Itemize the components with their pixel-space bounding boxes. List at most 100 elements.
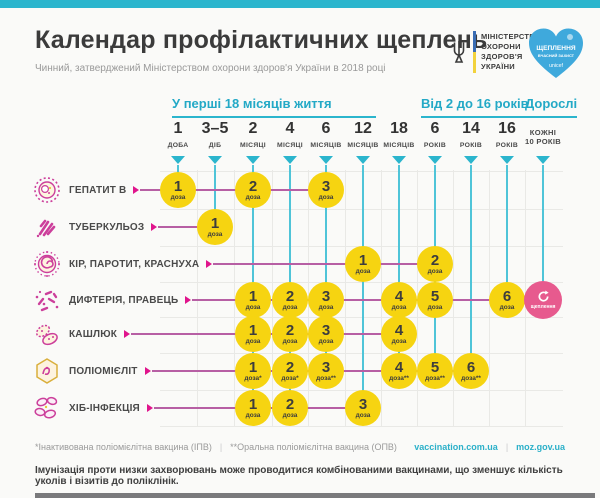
polio-virus-icon: [32, 356, 62, 386]
disease-name: КІР, ПАРОТИТ, КРАСНУХА: [69, 258, 200, 270]
disease-row-label: ХІБ-ІНФЕКЦІЯ: [32, 393, 153, 423]
column-age-unit: МІСЯЦІВ: [310, 142, 342, 149]
page-subtitle: Чинний, затверджений Міністерством охоро…: [35, 63, 386, 74]
disease-row-label: ДИФТЕРІЯ, ПРАВЕЦЬ: [32, 285, 192, 315]
column-arrow-down-icon: [283, 156, 297, 164]
dose-circle: 3 доза**: [308, 353, 344, 389]
column-age-unit: ДОБА: [167, 142, 189, 149]
row-arrow-icon: [133, 186, 140, 194]
bottom-cutoff-strip: [35, 493, 595, 498]
column-age-value: 12: [354, 120, 372, 137]
dose-circle: 1 доза*: [235, 353, 271, 389]
column-age-unit: МІСЯЦІВ: [383, 142, 415, 149]
column-age-unit: ДІБ: [208, 142, 222, 149]
column-arrow-down-icon: [171, 156, 185, 164]
dose-circle: 2 доза: [272, 282, 308, 318]
column-age-unit: МІСЯЦІ: [277, 142, 303, 149]
dose-connector-line: [158, 226, 215, 228]
vaccination-heart-badge: ЩЕПЛЕННЯ ВЧАСНИЙ ЗАХИСТ unicef: [526, 26, 586, 82]
row-arrow-icon: [144, 367, 151, 375]
dose-circle: 1 доза: [345, 246, 381, 282]
dose-circle: 1 доза: [235, 390, 271, 426]
dose-circle: 4 доза: [381, 282, 417, 318]
column-arrow-down-icon: [246, 156, 260, 164]
dose-circle: 2 доза*: [272, 353, 308, 389]
disease-name: ХІБ-ІНФЕКЦІЯ: [69, 402, 140, 414]
disease-row-label: ПОЛІОМІЄЛІТ: [32, 356, 151, 386]
timeline-vertical-line: [470, 165, 472, 371]
gridline-horizontal: [160, 209, 563, 210]
disease-row-label: КАШЛЮК: [32, 319, 131, 349]
hib-bacteria-icon: [32, 393, 62, 423]
column-age-value: 18: [390, 120, 408, 137]
gridline-horizontal: [160, 171, 563, 172]
disease-name: ТУБЕРКУЛЬОЗ: [69, 221, 145, 233]
gridline-vertical: [196, 170, 198, 427]
column-age-value: 16: [498, 120, 516, 137]
logo-divider: [473, 31, 476, 73]
disease-name: ГЕПАТИТ В: [69, 184, 127, 196]
disease-name: ПОЛІОМІЄЛІТ: [69, 365, 138, 377]
svg-text:ЩЕПЛЕННЯ: ЩЕПЛЕННЯ: [536, 45, 575, 52]
gridline-vertical: [234, 170, 235, 427]
dose-circle: 6 доза**: [453, 353, 489, 389]
row-arrow-icon: [151, 223, 158, 231]
dose-circle: 3 доза: [308, 316, 344, 352]
gridline-horizontal: [160, 317, 563, 318]
repeat-icon: [538, 290, 549, 302]
gridline-vertical: [453, 170, 454, 427]
column-age-unit: МІСЯЦІВ: [347, 142, 379, 149]
combined-vaccines-note: Імунізація проти низки захворювань може …: [35, 465, 563, 487]
dose-circle: 3 доза: [308, 172, 344, 208]
dose-circle: 1 доза: [160, 172, 196, 208]
column-arrow-down-icon: [208, 156, 222, 164]
heart-icon: ЩЕПЛЕННЯ ВЧАСНИЙ ЗАХИСТ unicef: [529, 28, 583, 78]
dose-circle: 1 доза: [235, 316, 271, 352]
row-arrow-icon: [206, 260, 213, 268]
dose-connector-line: [140, 189, 326, 191]
link-vaccination-site[interactable]: vaccination.com.ua: [414, 442, 498, 452]
disease-name: КАШЛЮК: [69, 328, 118, 340]
column-age-value: 6: [321, 120, 331, 137]
disease-row-label: КІР, ПАРОТИТ, КРАСНУХА: [32, 249, 213, 279]
gridline-vertical: [344, 170, 346, 427]
timeline-vertical-line: [325, 165, 327, 371]
column-age-unit: КОЖНІ 10 РОКІВ: [524, 128, 562, 146]
link-moz-site[interactable]: moz.gov.ua: [516, 442, 565, 452]
pertussis-bacteria-icon: [32, 319, 62, 349]
dose-circle: 5 доза**: [417, 353, 453, 389]
gridline-horizontal: [160, 282, 563, 283]
column-age-value: 1: [173, 120, 183, 137]
measles-virus-icon: [32, 249, 62, 279]
booster-shot-circle: щеплення: [524, 281, 562, 319]
timeline-vertical-line: [542, 165, 544, 300]
column-arrow-down-icon: [428, 156, 442, 164]
footnotes: *Інактивована поліомієлітна вакцина (ІПВ…: [35, 442, 565, 452]
dose-connector-line: [192, 299, 543, 301]
diphtheria-bacteria-icon: [32, 285, 62, 315]
column-arrow-down-icon: [500, 156, 514, 164]
dose-circle: 2 доза: [417, 246, 453, 282]
gridline-horizontal: [160, 426, 563, 427]
row-arrow-icon: [146, 404, 153, 412]
dose-connector-line: [213, 263, 435, 265]
dose-circle: 4 доза**: [381, 353, 417, 389]
column-arrow-down-icon: [536, 156, 550, 164]
column-age-value: 3–5: [201, 120, 229, 137]
top-accent-bar: [0, 0, 600, 8]
column-age-unit: РОКІВ: [495, 142, 519, 149]
hepatitis-virus-icon: [32, 175, 62, 205]
dose-circle: 3 доза: [345, 390, 381, 426]
column-age-unit: МІСЯЦІ: [240, 142, 266, 149]
age-group-first18months: У перші 18 місяців життя: [172, 96, 376, 118]
dose-circle: 1 доза: [235, 282, 271, 318]
column-age-unit: РОКІВ: [459, 142, 483, 149]
dose-circle: 2 доза: [272, 316, 308, 352]
row-arrow-icon: [185, 296, 192, 304]
dose-circle: 6 доза: [489, 282, 525, 318]
disease-row-label: ТУБЕРКУЛЬОЗ: [32, 212, 158, 242]
column-arrow-down-icon: [392, 156, 406, 164]
svg-text:ВЧАСНИЙ ЗАХИСТ: ВЧАСНИЙ ЗАХИСТ: [538, 53, 575, 58]
column-arrow-down-icon: [319, 156, 333, 164]
